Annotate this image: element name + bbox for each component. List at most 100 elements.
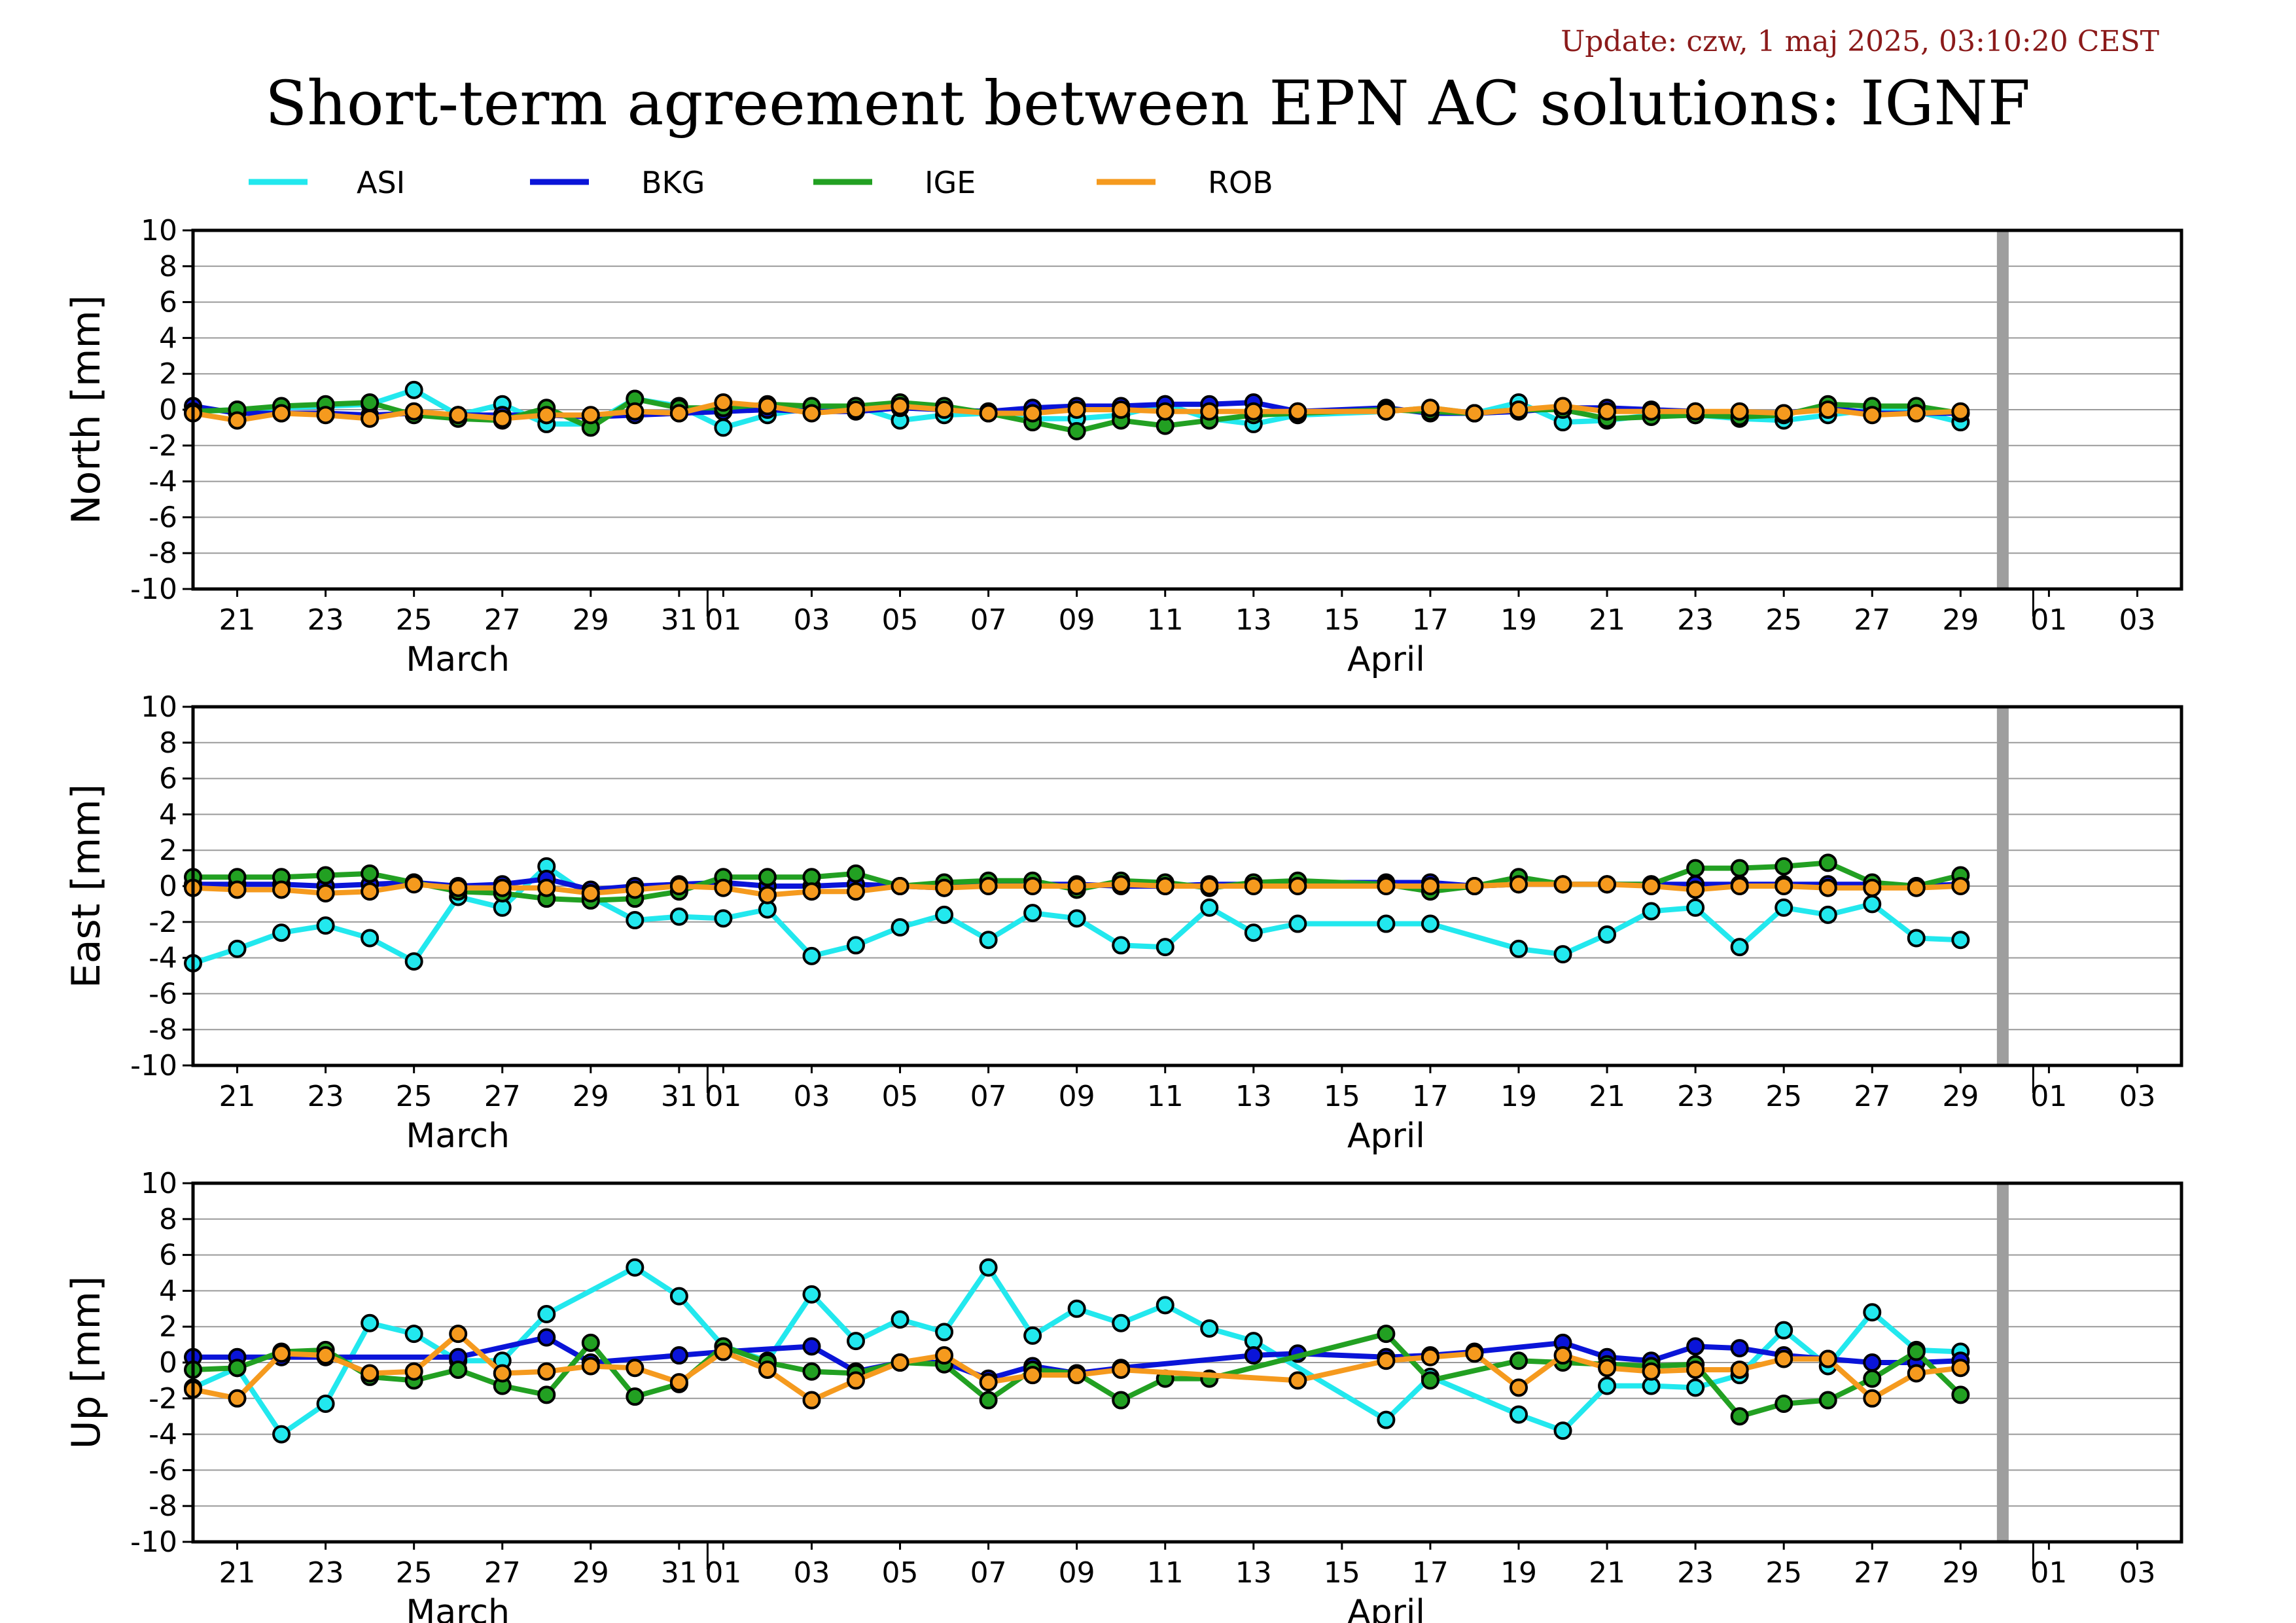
plot-frame	[191, 228, 2183, 591]
data-point-rob	[449, 878, 468, 897]
y-tick-label: -4	[149, 1418, 177, 1452]
data-point-rob	[404, 875, 423, 894]
data-point-rob	[361, 1364, 380, 1383]
y-tick-label: -2	[149, 1382, 177, 1416]
legend-label-bkg: BKG	[641, 165, 705, 200]
data-point-asi	[1510, 1405, 1528, 1424]
data-point-asi	[316, 916, 335, 935]
data-point-rob	[1465, 877, 1484, 895]
data-point-rob	[1288, 402, 1307, 421]
data-point-asi	[979, 931, 998, 950]
data-point-rob	[316, 1346, 335, 1365]
data-point-rob	[404, 1362, 423, 1381]
data-point-asi	[1377, 1410, 1396, 1429]
data-point-rob	[228, 1389, 247, 1408]
data-point-rob	[1377, 402, 1396, 421]
data-point-rob	[1421, 877, 1439, 895]
data-point-rob	[1730, 1360, 1749, 1379]
series-line-ige	[192, 396, 1961, 434]
legend-label-rob: ROB	[1208, 165, 1273, 200]
data-point-asi	[537, 1305, 556, 1324]
x-tick-label: 21	[219, 603, 256, 637]
x-tick-label: 11	[1147, 603, 1184, 637]
x-tick-label: 09	[1059, 1080, 1095, 1113]
data-point-asi	[1510, 939, 1528, 958]
data-point-asi	[891, 918, 910, 937]
data-point-ige	[979, 1391, 998, 1410]
x-tick-label: 01	[2030, 1556, 2067, 1590]
data-point-asi	[1598, 1376, 1617, 1395]
x-tick-label: 31	[661, 1080, 698, 1113]
data-point-rob	[1112, 875, 1131, 894]
data-point-asi	[714, 418, 733, 437]
data-point-asi	[714, 909, 733, 928]
data-point-rob	[714, 1342, 733, 1361]
y-tick-label: 4	[159, 321, 177, 355]
data-point-rob	[847, 1371, 865, 1390]
data-point-rob	[1067, 1366, 1086, 1385]
month-label-april: April	[1347, 1116, 1425, 1156]
data-point-rob	[1863, 878, 1882, 897]
data-point-rob	[404, 402, 423, 421]
data-point-rob	[1421, 399, 1439, 418]
x-tick-label: 27	[1854, 1556, 1890, 1590]
update-timestamp: Update: czw, 1 maj 2025, 03:10:20 CEST	[1561, 25, 2159, 58]
data-point-asi	[361, 1313, 380, 1332]
data-point-rob	[758, 1360, 777, 1379]
data-point-rob	[493, 409, 512, 428]
data-point-asi	[404, 1325, 423, 1344]
x-tick-label: 25	[396, 1080, 433, 1113]
data-point-rob	[1553, 1346, 1572, 1365]
x-tick-label: 23	[308, 603, 344, 637]
data-point-ige	[1421, 1371, 1439, 1390]
x-tick-label: 29	[1942, 1556, 1979, 1590]
data-point-rob	[1863, 406, 1882, 425]
data-point-rob	[272, 1344, 291, 1363]
data-point-rob	[1553, 875, 1572, 894]
data-point-rob	[669, 1373, 688, 1392]
data-point-rob	[1156, 877, 1174, 895]
data-point-ige	[581, 1333, 600, 1352]
y-tick-label: -6	[149, 977, 177, 1010]
x-tick-label: 01	[705, 603, 741, 637]
data-point-asi	[1156, 938, 1174, 957]
data-point-asi	[1642, 902, 1661, 921]
data-point-rob	[758, 397, 777, 416]
data-point-asi	[1023, 1326, 1042, 1345]
data-point-rob	[935, 1346, 954, 1365]
x-tick-label: 29	[1942, 1080, 1979, 1113]
x-tick-label: 07	[970, 1080, 1007, 1113]
data-point-asi	[891, 1310, 910, 1329]
data-point-rob	[537, 406, 556, 425]
data-point-rob	[1951, 402, 1970, 421]
legend-item-rob: ROB	[1097, 165, 1273, 200]
x-tick-label: 29	[1942, 603, 1979, 637]
x-tick-label: 15	[1324, 1556, 1360, 1590]
data-point-rob	[891, 397, 910, 416]
data-point-ige	[1686, 859, 1705, 878]
x-tick-label: 09	[1059, 1556, 1095, 1590]
x-tick-label: 03	[793, 603, 830, 637]
y-tick-label: -4	[149, 942, 177, 975]
data-point-asi	[1553, 945, 1572, 964]
data-point-rob	[802, 882, 821, 901]
data-point-ige	[316, 866, 335, 885]
x-tick-label: 17	[1412, 1556, 1449, 1590]
data-point-rob	[1951, 1359, 1970, 1378]
data-point-asi	[626, 1258, 645, 1277]
data-point-ige	[1775, 857, 1793, 876]
x-tick-label: 31	[661, 1556, 698, 1590]
data-point-rob	[1112, 401, 1131, 419]
data-point-rob	[979, 404, 998, 423]
data-point-rob	[1598, 875, 1617, 894]
data-point-asi	[669, 1287, 688, 1306]
legend-label-asi: ASI	[357, 165, 405, 200]
x-tick-label: 27	[1854, 1080, 1890, 1113]
data-point-asi	[802, 946, 821, 965]
x-tick-label: 25	[396, 1556, 433, 1590]
data-point-bkg	[537, 1328, 556, 1347]
x-tick-label: 25	[1765, 603, 1802, 637]
data-point-bkg	[669, 1346, 688, 1365]
